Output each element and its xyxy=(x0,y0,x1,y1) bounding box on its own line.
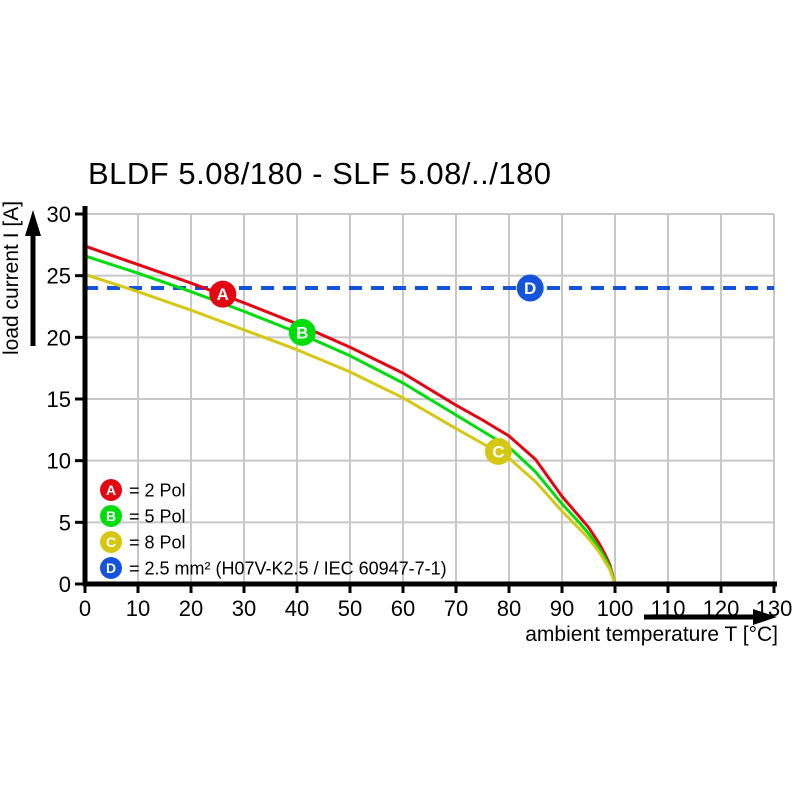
x-tick-label: 10 xyxy=(126,596,150,621)
legend-swatch-c-icon xyxy=(100,531,122,553)
x-axis-arrowhead-icon xyxy=(753,609,777,625)
legend-swatch-letter: B xyxy=(106,508,116,524)
x-tick-label: 80 xyxy=(497,596,521,621)
x-tick-label: 70 xyxy=(444,596,468,621)
x-tick-label: 20 xyxy=(179,596,203,621)
y-tick-label: 5 xyxy=(59,510,71,535)
legend-label-a: = 2 Pol xyxy=(129,481,186,501)
marker-circle-a xyxy=(209,280,237,308)
marker-letter-c: C xyxy=(492,442,504,461)
y-axis-arrowhead-icon xyxy=(25,210,41,236)
marker-c: C xyxy=(484,437,512,465)
y-axis-label: load current I [A] xyxy=(0,201,23,355)
x-tick-label: 100 xyxy=(597,596,634,621)
axes xyxy=(75,206,777,593)
legend-item-a: A = 2 Pol xyxy=(100,479,186,501)
marker-letter-a: A xyxy=(217,285,229,304)
x-tick-label: 30 xyxy=(232,596,256,621)
marker-letter-b: B xyxy=(296,323,308,342)
x-tick-label: 90 xyxy=(550,596,574,621)
legend-swatch-a-icon xyxy=(100,479,122,501)
legend-swatch-b-icon xyxy=(100,505,122,527)
x-tick-label: 0 xyxy=(79,596,91,621)
legend-swatch-letter: A xyxy=(106,482,116,498)
y-tick-label: 30 xyxy=(47,202,71,227)
marker-letter-d: D xyxy=(524,279,536,298)
y-tick-label: 25 xyxy=(47,264,71,289)
x-axis-label: ambient temperature T [°C] xyxy=(525,623,778,646)
marker-circle-b xyxy=(288,318,316,346)
chart-title: BLDF 5.08/180 - SLF 5.08/../180 xyxy=(88,156,552,191)
legend-item-b: B = 5 Pol xyxy=(100,505,186,527)
y-tick-label: 10 xyxy=(47,449,71,474)
marker-circle-d xyxy=(516,274,544,302)
y-tick-label: 15 xyxy=(47,387,71,412)
x-tick-label: 60 xyxy=(391,596,415,621)
marker-d: D xyxy=(516,274,544,302)
legend-item-c: C = 8 Pol xyxy=(100,531,186,553)
y-tick-label: 20 xyxy=(47,325,71,350)
legend-label-d: = 2.5 mm² (H07V-K2.5 / IEC 60947-7-1) xyxy=(129,559,447,579)
marker-circle-c xyxy=(484,437,512,465)
x-tick-label: 40 xyxy=(285,596,309,621)
legend: A = 2 Pol B = 5 Pol C = 8 Pol D = 2.5 mm² (H07V… xyxy=(100,479,447,579)
x-tick-label: 50 xyxy=(338,596,362,621)
legend-item-d: D = 2.5 mm² (H07V-K2.5 / IEC 60947-7-1) xyxy=(100,557,447,579)
marker-b: B xyxy=(288,318,316,346)
marker-a: A xyxy=(209,280,237,308)
y-tick-label: 0 xyxy=(59,572,71,597)
legend-swatch-d-icon xyxy=(100,557,122,579)
legend-label-c: = 8 Pol xyxy=(129,533,186,553)
legend-label-b: = 5 Pol xyxy=(129,507,186,527)
legend-swatch-letter: D xyxy=(106,560,116,576)
legend-swatch-letter: C xyxy=(106,534,116,550)
